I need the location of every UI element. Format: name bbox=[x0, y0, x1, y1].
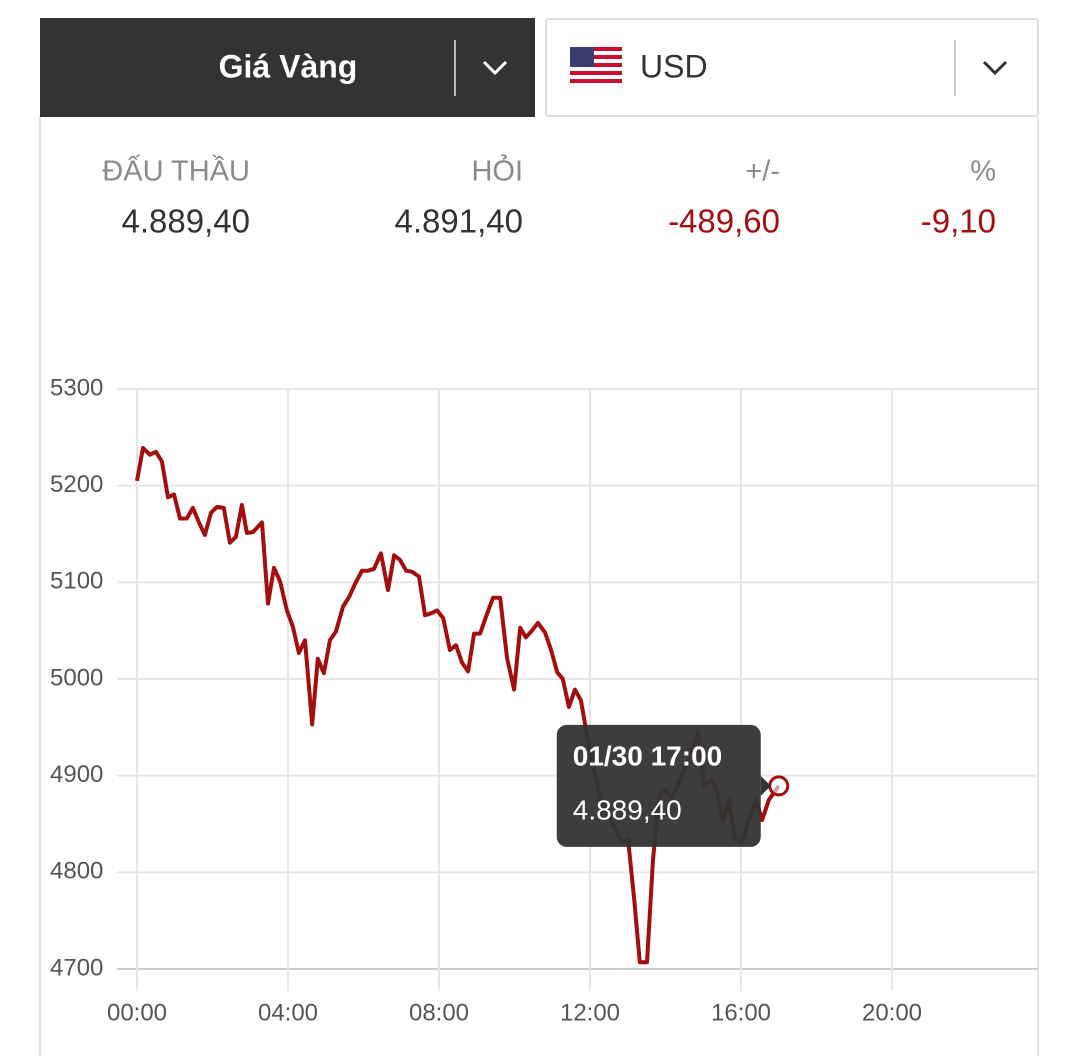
x-tick-label: 04:00 bbox=[258, 999, 318, 1026]
quote-value: 4.891,40 bbox=[395, 203, 523, 240]
currency-label: USD bbox=[640, 48, 708, 84]
y-tick-label: 5200 bbox=[50, 471, 103, 498]
tooltip-pointer bbox=[760, 775, 771, 796]
currency-selector[interactable] bbox=[545, 18, 1039, 117]
x-tick-label: 00:00 bbox=[107, 999, 167, 1026]
quote-label: HỎI bbox=[471, 154, 523, 188]
x-tick-label: 20:00 bbox=[862, 999, 922, 1026]
quote-label: % bbox=[970, 156, 996, 188]
chevron[interactable] bbox=[982, 60, 1008, 76]
y-tick-label: 5000 bbox=[50, 664, 103, 691]
chart: 4700 4800 4900 5000 5100 5200 5300 00:00 04:00 08… bbox=[50, 374, 1038, 1026]
tooltip bbox=[556, 724, 761, 847]
quote-value: -9,10 bbox=[921, 203, 996, 240]
y-tick-label: 4900 bbox=[50, 761, 103, 788]
x-tick-label: 12:00 bbox=[560, 999, 620, 1026]
metal-title: Giá Vàng bbox=[219, 48, 358, 84]
quote-label: +/- bbox=[745, 156, 780, 188]
y-tick-label: 4700 bbox=[50, 954, 103, 981]
y-tick-label: 4800 bbox=[50, 858, 103, 885]
hover-marker bbox=[768, 775, 790, 797]
x-tick-label: 16:00 bbox=[711, 999, 771, 1026]
tooltip-title: 01/30 17:00 bbox=[573, 740, 722, 771]
quote-value: -489,60 bbox=[668, 203, 780, 240]
quote-row: ĐẤU THẦU 4.889,40 HỎI 4.891,40 +/- -489,60% -9… bbox=[102, 154, 996, 240]
y-tick-label: 5300 bbox=[50, 374, 103, 401]
tooltip-value: 4.889,40 bbox=[573, 794, 682, 825]
y-tick-label: 5100 bbox=[50, 568, 103, 595]
quote-label: ĐẤU THẦU bbox=[102, 154, 250, 188]
chevron[interactable] bbox=[482, 60, 508, 76]
us-flag bbox=[570, 47, 622, 85]
x-tick-label: 08:00 bbox=[409, 999, 469, 1026]
price-line bbox=[135, 446, 781, 965]
quote-value: 4.889,40 bbox=[122, 203, 250, 240]
metal-selector[interactable] bbox=[40, 18, 535, 117]
